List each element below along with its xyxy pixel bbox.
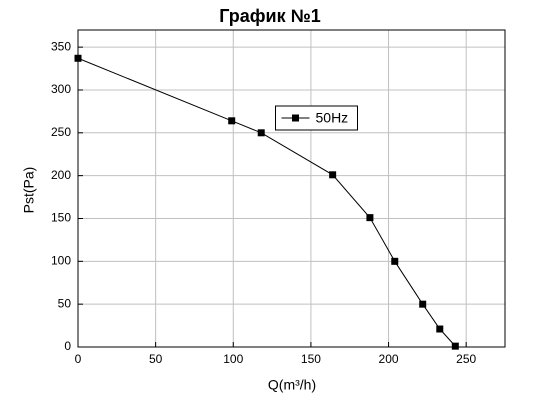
- point-marker: [228, 117, 236, 125]
- y-tick-label: 0: [64, 339, 71, 353]
- point-marker: [451, 342, 459, 350]
- y-tick-label: 150: [51, 211, 71, 225]
- x-tick-label: 200: [379, 352, 399, 366]
- legend-label: 50Hz: [316, 110, 349, 126]
- x-axis-label: Q(m³/h): [268, 377, 316, 393]
- point-marker: [329, 171, 337, 179]
- point-marker: [257, 129, 265, 137]
- x-tick-label: 100: [223, 352, 243, 366]
- plot-frame: [77, 29, 506, 348]
- point-marker: [74, 54, 82, 62]
- x-tick-label: 150: [301, 352, 321, 366]
- x-tick-label: 250: [456, 352, 476, 366]
- x-tick-label: 0: [75, 352, 82, 366]
- point-marker: [436, 325, 444, 333]
- y-tick-label: 250: [51, 125, 71, 139]
- legend-marker: [292, 114, 299, 122]
- y-tick-label: 300: [51, 82, 71, 96]
- series-line: [77, 57, 456, 347]
- y-tick-label: 350: [51, 39, 71, 53]
- point-marker: [366, 214, 374, 222]
- y-tick-label: 100: [51, 253, 71, 267]
- y-tick-label: 50: [58, 296, 72, 310]
- y-axis-label: Pst(Pa): [21, 167, 37, 214]
- point-marker: [419, 300, 427, 308]
- point-marker: [391, 257, 399, 265]
- chart-title: График №1: [219, 6, 320, 26]
- x-tick-label: 50: [149, 352, 163, 366]
- y-tick-label: 200: [51, 168, 71, 182]
